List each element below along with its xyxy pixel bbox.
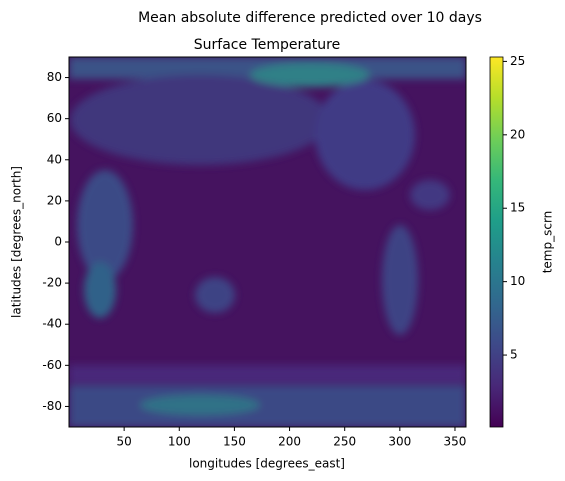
y-tick-label: 60 [47, 111, 62, 125]
colorbar-tick-label: 10 [510, 274, 525, 288]
y-tick-label: 80 [47, 70, 62, 84]
y-tick-label: 40 [47, 152, 62, 166]
x-axis-label: longitudes [degrees_east] [189, 457, 345, 471]
x-tick-label: 250 [333, 435, 356, 449]
y-tick-label: 0 [54, 235, 62, 249]
x-tick-label: 300 [388, 435, 411, 449]
x-tick-label: 100 [168, 435, 191, 449]
y-tick-label: 20 [47, 193, 62, 207]
x-tick-label: 150 [223, 435, 246, 449]
y-tick-label: -80 [42, 399, 62, 413]
x-tick-label: 50 [116, 435, 131, 449]
colorbar-tick-label: 20 [510, 127, 525, 141]
chart-title: Mean absolute difference predicted over … [138, 10, 482, 26]
field-features [69, 57, 466, 427]
field [69, 57, 466, 427]
y-tick-label: -20 [42, 276, 62, 290]
y-tick-label: -40 [42, 317, 62, 331]
colorbar-tick-label: 5 [510, 348, 518, 362]
colorbar-tick-label: 25 [510, 54, 525, 68]
colorbar-tick-label: 15 [510, 201, 525, 215]
y-tick-label: -60 [42, 358, 62, 372]
colorbar-label: temp_scrn [541, 211, 555, 274]
x-tick-label: 350 [444, 435, 467, 449]
y-axis-label: latitudes [degrees_north] [10, 166, 24, 318]
x-tick-label: 200 [278, 435, 301, 449]
chart-subtitle: Surface Temperature [194, 37, 340, 53]
colorbar [489, 56, 504, 428]
